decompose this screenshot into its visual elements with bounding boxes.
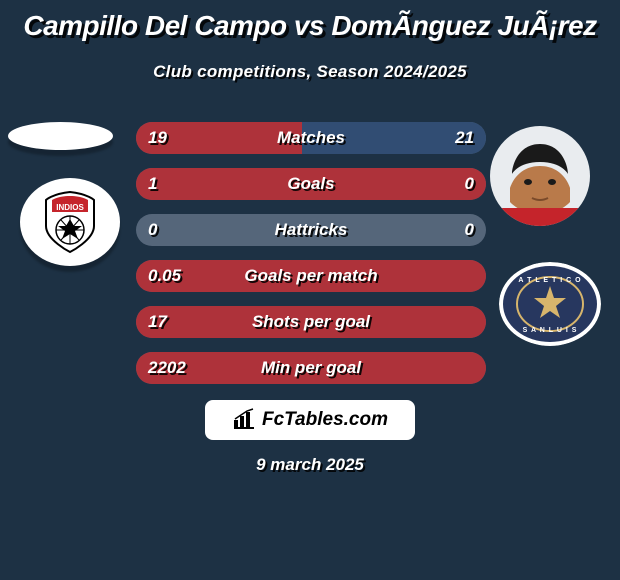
stat-value-left: 1 [148,168,157,200]
stat-label: Shots per goal [136,306,486,338]
stat-value-right: 21 [455,122,474,154]
svg-text:S A N L U I S: S A N L U I S [523,327,578,334]
stat-row: Matches19 21 [136,122,486,154]
stat-row: Min per goal2202 [136,352,486,384]
stat-label: Goals [136,168,486,200]
stat-value-left: 0.05 [148,260,181,292]
fctables-watermark: FcTables.com [205,400,415,440]
stat-label: Min per goal [136,352,486,384]
brand-text: FcTables.com [262,409,388,431]
atletico-san-luis-logo-icon: A T L E T I C O S A N L U I S [499,262,601,346]
stat-bars: Matches1921Goals10Hattricks00Goals per m… [136,0,486,580]
svg-text:A T L E T I C O: A T L E T I C O [518,277,581,284]
club-right-badge: A T L E T I C O S A N L U I S [499,262,601,346]
comparison-infographic: Campillo Del Campo vs DomÃ­nguez JuÃ¡rez… [0,0,620,580]
stat-value-right: 0 [465,214,474,246]
bar-chart-icon [232,408,256,432]
stat-row: Hattricks0 0 [136,214,486,246]
player-face-icon [490,126,590,226]
stat-label: Hattricks [136,214,486,246]
stat-value-left: 19 [148,122,167,154]
player-right-avatar [490,126,590,226]
indios-logo-icon: INDIOS [34,186,106,258]
stat-label: Goals per match [136,260,486,292]
stat-row: Goals per match0.05 [136,260,486,292]
stat-label: Matches [136,122,486,154]
club-left-badge: INDIOS [20,178,120,266]
player-left-avatar [8,122,113,150]
stat-value-right: 0 [465,168,474,200]
svg-text:INDIOS: INDIOS [56,203,84,212]
stat-value-left: 2202 [148,352,186,384]
stat-row: Goals1 0 [136,168,486,200]
date-text: 9 march 2025 [0,455,620,475]
stat-value-left: 0 [148,214,157,246]
stat-row: Shots per goal17 [136,306,486,338]
stat-value-left: 17 [148,306,167,338]
